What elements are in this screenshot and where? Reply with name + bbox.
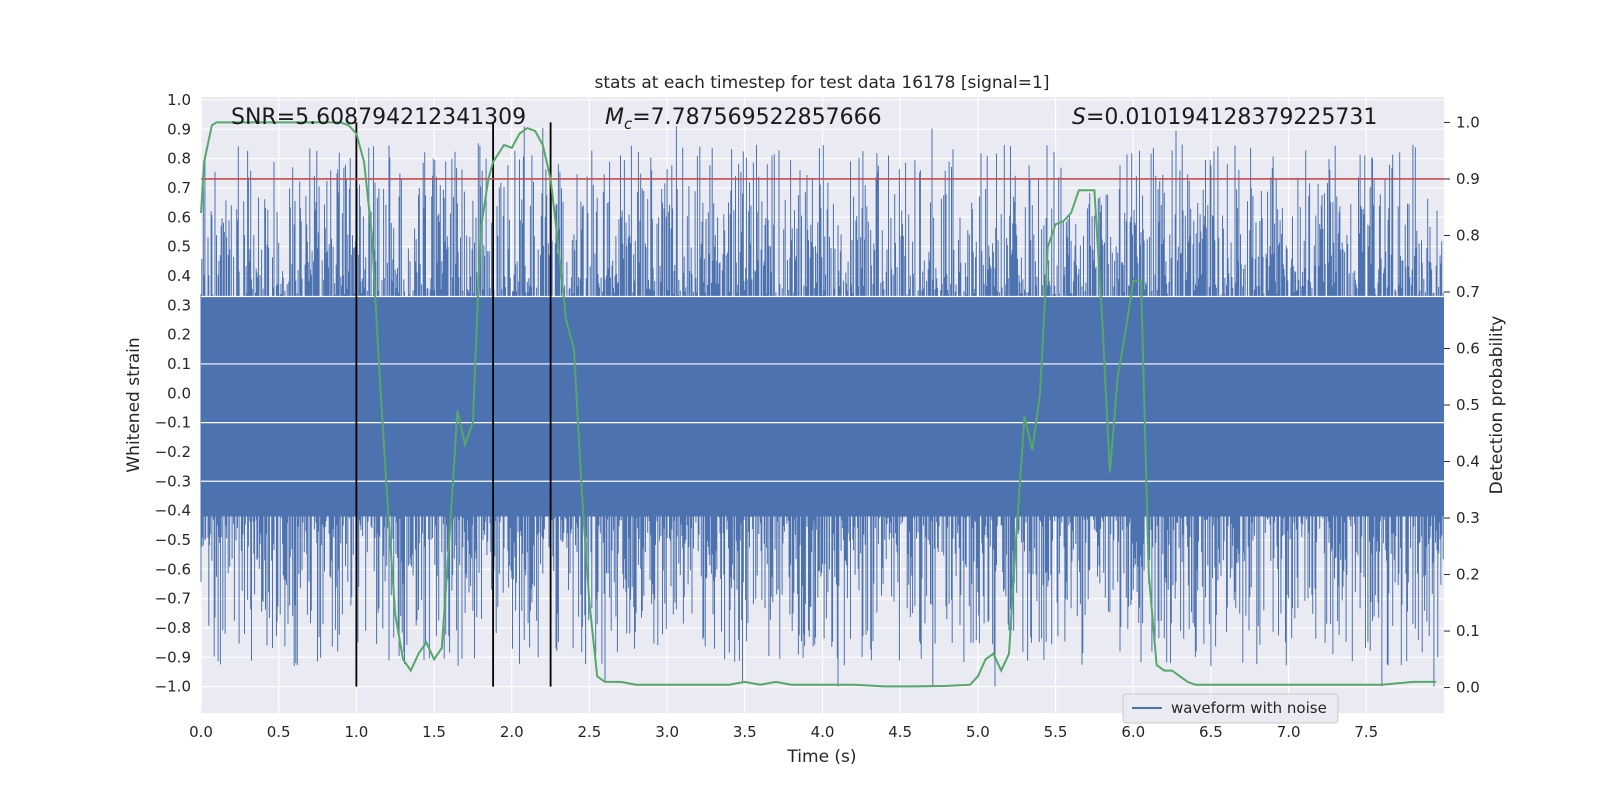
x-tick-label: 5.5 [1044,723,1068,741]
x-tick-label: 0.5 [267,723,291,741]
detection-probability-line [200,121,1437,688]
y-axis-left-ticks: 1.0 0.9 0.8 0.7 0.6 0.5 0.4 0.3 0.2 0.1 0.0 −0.1 −0.… [155,91,191,696]
y-tick-label: 0.8 [167,150,191,168]
snr-annotation: SNR=5.608794212341309 [231,105,526,130]
x-tick-label: 1.5 [422,723,446,741]
chirp-mass-annotation: Mc=7.787569522857666 [605,105,882,133]
y-axis-right-ticks: 1.0 0.9 0.8 0.7 0.6 0.5 0.4 0.3 0.2 0.1 0.0 [1444,113,1480,697]
y-tick-label: 0.9 [167,120,191,138]
y-tick-label: −0.9 [155,648,191,666]
y-right-tick-label: 0.9 [1456,170,1480,188]
x-tick-label: 3.0 [655,723,679,741]
vertical-markers [355,122,552,687]
chirp-mass-value: =7.787569522857666 [632,105,881,130]
x-tick-label: 5.0 [966,723,990,741]
x-tick-label: 6.5 [1199,723,1223,741]
y-right-tick-label: 0.1 [1456,622,1480,640]
x-tick-label: 2.0 [500,723,524,741]
y-tick-label: −0.3 [155,472,191,490]
y-axis-right-label: Detection probability [1487,316,1507,495]
waveform-trace [200,126,1444,687]
y-tick-label: −0.4 [155,502,191,520]
y-tick-label: −0.5 [155,531,191,549]
waveform-series [200,126,1444,687]
x-tick-label: 4.5 [888,723,912,741]
y-right-tick-label: 0.6 [1456,339,1480,357]
y-tick-label: −0.6 [155,560,191,578]
s-annotation: S=0.010194128379225731 [1072,105,1377,130]
legend-box [1122,693,1339,724]
y-tick-label: 0.7 [167,179,191,197]
y-axis-label: Whitened strain [124,337,144,472]
chart-title: stats at each timestep for test data 161… [595,73,1050,93]
y-right-tick-label: 0.5 [1456,396,1480,414]
y-tick-label: 0.5 [167,238,191,256]
y-tick-label: −0.7 [155,590,191,608]
s-value: =0.010194128379225731 [1086,105,1377,130]
x-tick-label: 7.5 [1354,723,1378,741]
x-axis-label: Time (s) [786,747,856,767]
y-tick-label: 0.4 [167,267,191,285]
y-right-tick-label: 0.0 [1456,679,1480,697]
s-symbol: S [1072,105,1086,130]
x-tick-label: 2.5 [578,723,602,741]
y-tick-label: 0.0 [167,384,191,402]
y-tick-label: −0.2 [155,443,191,461]
y-right-tick-label: 0.7 [1456,283,1480,301]
y-tick-label: −1.0 [155,678,191,696]
x-tick-label: 4.0 [811,723,835,741]
legend-label: waveform with noise [1171,699,1327,717]
y-tick-label: 0.3 [167,296,191,314]
y-tick-label: 1.0 [167,91,191,109]
y-right-tick-label: 0.3 [1456,509,1480,527]
y-right-tick-label: 1.0 [1456,113,1480,131]
y-tick-label: 0.6 [167,208,191,226]
x-tick-label: 1.0 [344,723,368,741]
y-tick-label: 0.1 [167,355,191,373]
y-right-tick-label: 0.2 [1456,566,1480,584]
y-right-tick-label: 0.8 [1456,226,1480,244]
x-tick-label: 0.0 [189,723,213,741]
y-tick-label: −0.8 [155,619,191,637]
x-tick-label: 3.5 [733,723,757,741]
legend: waveform with noise [1122,693,1339,724]
y-tick-label: 0.2 [167,326,191,344]
y-right-tick-label: 0.4 [1456,453,1480,471]
x-axis-ticks: 0.0 0.5 1.0 1.5 2.0 2.5 3.0 3.5 4.0 4.5 5.0 5.5 6.0 6… [189,723,1378,741]
x-tick-label: 7.0 [1277,723,1301,741]
y-tick-label: −0.1 [155,414,191,432]
chirp-mass-subscript: c [624,115,633,133]
x-tick-label: 6.0 [1121,723,1145,741]
chirp-mass-symbol: M [605,105,624,130]
